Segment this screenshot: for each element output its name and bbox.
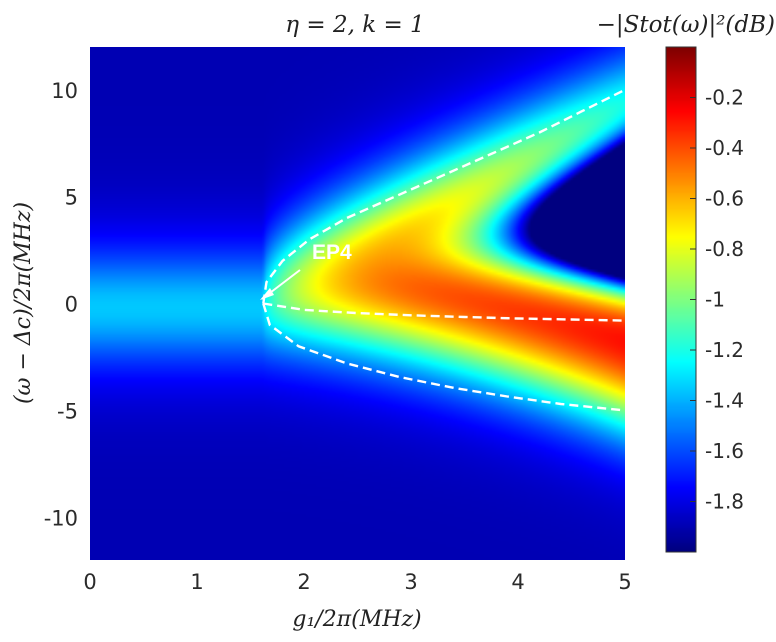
ep4-label: EP4 — [312, 241, 352, 264]
y-axis-ticks: -10 -5 0 5 10 — [44, 79, 78, 530]
y-tick-label: -5 — [57, 399, 78, 423]
y-tick-label: 0 — [65, 293, 78, 317]
x-tick-label: 1 — [190, 570, 203, 594]
colorbar: -0.2 -0.4 -0.6 -0.8 -1 -1.2 -1.4 -1.6 -1.8 −|Sto… — [597, 12, 775, 553]
ep-curve-lower — [262, 303, 626, 412]
heatmap — [90, 47, 625, 560]
x-axis-ticks: 0 1 2 3 4 5 — [83, 570, 631, 594]
y-tick-label: -10 — [44, 506, 78, 530]
ep-curves — [262, 88, 626, 412]
ep4-arrowhead — [260, 288, 274, 300]
colorbar-tick-label: -0.8 — [705, 237, 744, 261]
colorbar-tick-label: -0.6 — [705, 187, 744, 211]
plot-area: EP4 — [90, 47, 626, 560]
x-tick-label: 4 — [511, 570, 524, 594]
ep-curve-upper — [262, 88, 626, 304]
ep4-annotation: EP4 — [260, 241, 352, 300]
colorbar-tick-label: -0.4 — [705, 136, 744, 160]
x-axis-label: g₁/2π(MHz) — [292, 607, 421, 632]
chart-title: η = 2, k = 1 — [285, 12, 424, 38]
colorbar-tick-label: -1.6 — [705, 439, 744, 463]
y-axis-label: (ω − Δc)/2π(MHz) — [11, 202, 36, 404]
x-tick-label: 5 — [618, 570, 631, 594]
x-tick-label: 2 — [297, 570, 310, 594]
colorbar-label: −|Stot(ω)|²(dB) — [597, 12, 775, 38]
ep-curve-middle — [263, 302, 626, 322]
y-tick-label: 10 — [51, 79, 78, 103]
colorbar-tick-label: -1.4 — [705, 389, 744, 413]
colorbar-tick-label: -0.2 — [705, 86, 744, 110]
x-tick-label: 3 — [404, 570, 417, 594]
colorbar-tick-label: -1 — [705, 288, 725, 312]
y-tick-label: 5 — [65, 186, 78, 210]
colorbar-tick-label: -1.2 — [705, 338, 744, 362]
x-tick-label: 0 — [83, 570, 96, 594]
colorbar-tick-label: -1.8 — [705, 490, 744, 514]
colorbar-ticks: -0.2 -0.4 -0.6 -0.8 -1 -1.2 -1.4 -1.6 -1.8 — [690, 86, 744, 514]
